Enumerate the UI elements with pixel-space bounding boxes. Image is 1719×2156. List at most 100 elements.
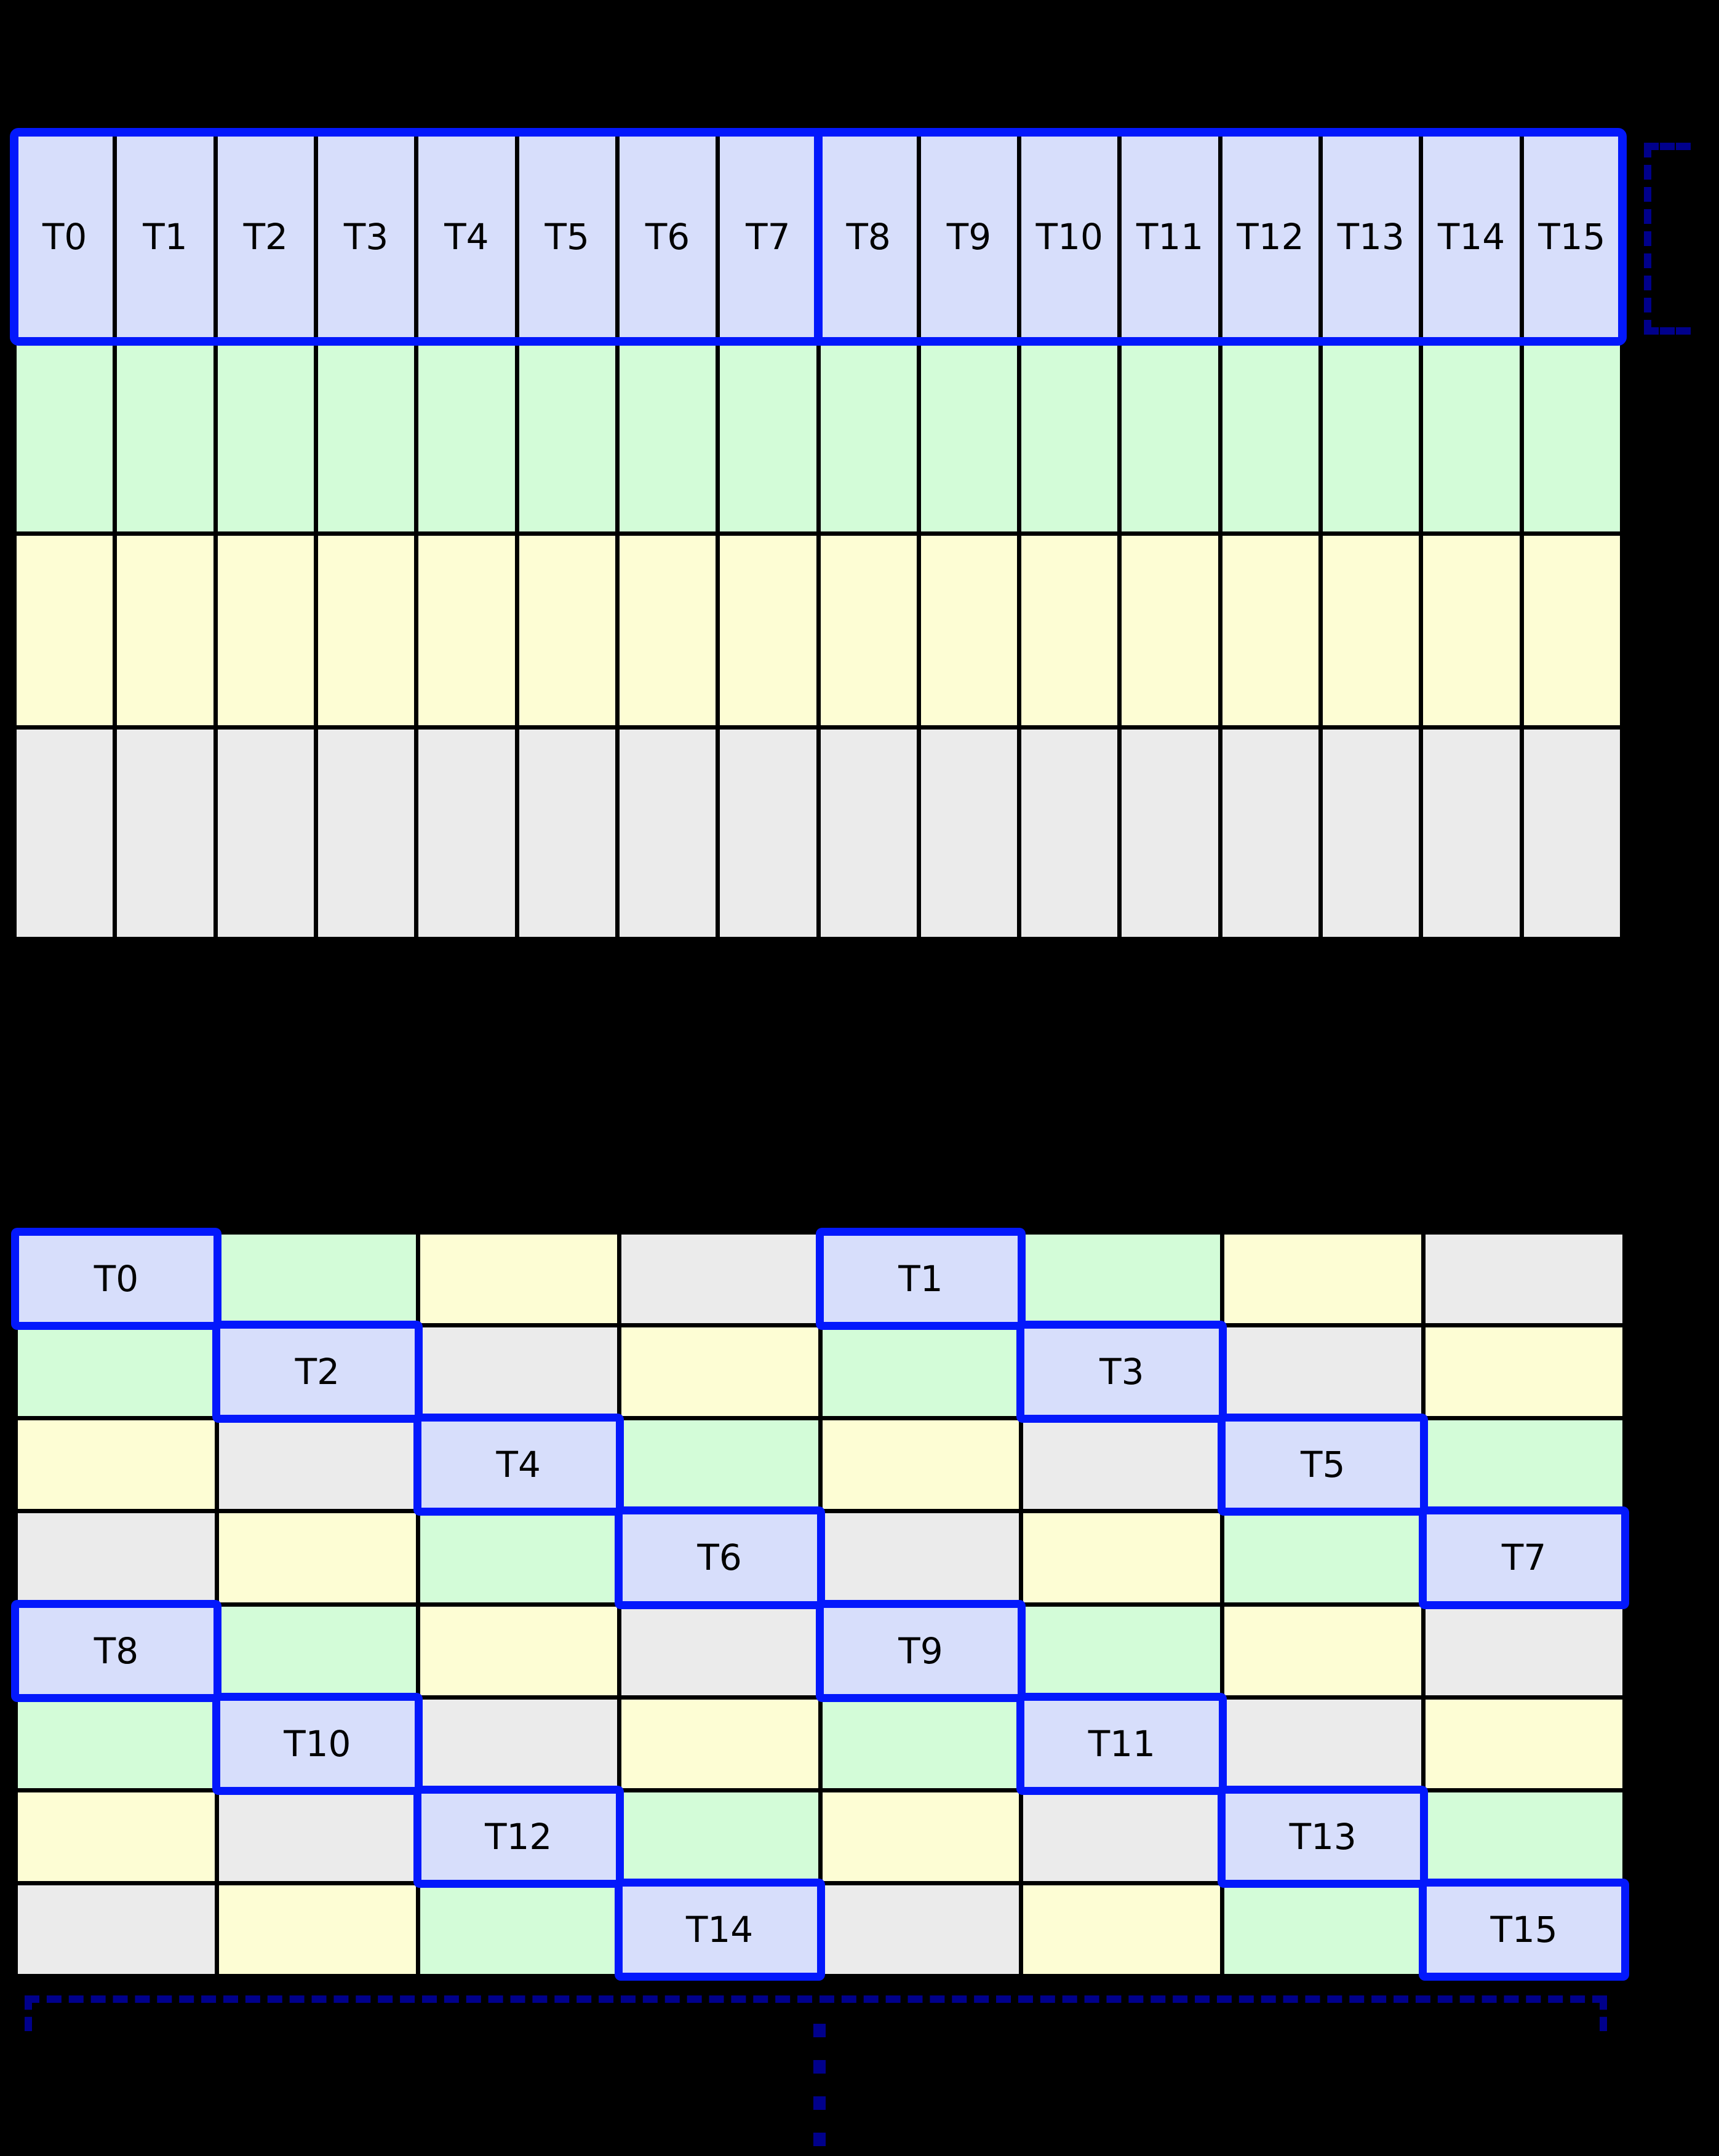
row-major-grid: T0 T1 T2 T3 T4 T5 T6 T7 T8 T9 T10 T11 T12 T13 T14 T15 [12,130,1624,941]
thread-label: T6 [645,216,690,258]
memory-cell [117,730,213,937]
memory-cell [519,343,615,531]
thread-cell-t11: T11 [1016,1692,1227,1795]
memory-cell [18,1699,215,1788]
memory-cell [420,1699,617,1788]
thread-cell-t3: T3 [1016,1321,1227,1423]
memory-cell [1426,1327,1622,1417]
memory-cell [1222,730,1319,937]
memory-cell [1323,536,1419,725]
thread-label: T10 [284,1722,351,1765]
memory-cell [822,1327,1019,1417]
thread-label: T10 [1035,216,1103,258]
thread-label: T6 [697,1537,742,1579]
thread-label: T13 [1337,216,1405,258]
memory-cell [1323,343,1419,531]
thread-cell-t1: T1 [117,135,213,339]
thread-label: T9 [898,1629,943,1672]
memory-cell [1426,1699,1622,1788]
thread-label: T4 [496,1444,541,1486]
thread-cell-t12: T12 [413,1785,624,1888]
thread-cell-t5: T5 [519,135,615,339]
memory-cell [1222,536,1319,725]
memory-cell [1222,343,1319,531]
memory-cell [1423,343,1520,531]
memory-cell [621,1420,818,1510]
memory-cell [18,1327,215,1417]
thread-label: T0 [94,1258,139,1300]
thread-label: T7 [1501,1537,1547,1579]
thread-cell-t10: T10 [212,1692,423,1795]
thread-label: T5 [1301,1444,1346,1486]
memory-cell [18,1513,215,1602]
thread-label: T12 [485,1815,552,1858]
memory-cell [1021,343,1118,531]
memory-cell [1423,730,1520,937]
thread-label: T11 [1136,216,1204,258]
memory-cell [17,343,113,531]
thread-label: T3 [343,216,389,258]
thread-cell-t1: T1 [815,1227,1026,1331]
memory-cell [1323,730,1419,937]
thread-cell-t15: T15 [1523,135,1620,339]
ellipsis-dot [813,2133,826,2146]
memory-cell [1021,536,1118,725]
memory-cell [720,536,816,725]
memory-cell [218,1235,416,1324]
thread-label: T0 [42,216,87,258]
thread-label: T8 [846,216,891,258]
memory-cell [920,536,1018,725]
memory-cell [619,536,716,725]
thread-label: T2 [243,216,288,258]
memory-cell [1224,1606,1422,1695]
memory-cell [1426,1235,1622,1324]
memory-cell [420,1235,617,1324]
memory-cell [1023,1885,1221,1974]
memory-cell [1122,536,1218,725]
memory-cell [1224,1235,1422,1324]
thread-label: T2 [295,1351,340,1393]
memory-cell [217,536,314,725]
memory-cell [822,1699,1019,1788]
memory-cell [820,730,917,937]
memory-cell [1523,343,1620,531]
ellipsis-dot [813,2096,826,2110]
memory-cell [1423,536,1520,725]
memory-cell [1023,1792,1221,1881]
thread-row-bracket [1644,143,1691,335]
memory-cell [820,343,917,531]
memory-cell [822,1513,1019,1602]
strided-access-grid: T0 T1 T2 T3 T4 T5 T6 T7 T8 T9 T10 T11 T12 T13 T14 T15 [11,1227,1629,1981]
thread-cell-t6: T6 [614,1506,825,1609]
memory-cell [1523,536,1620,725]
thread-cell-t2: T2 [217,135,314,339]
memory-cell [1023,1420,1221,1510]
memory-cell [418,343,515,531]
memory-cell [17,536,113,725]
memory-cell [621,1699,818,1788]
thread-label: T1 [143,216,188,258]
memory-cell [1021,730,1118,937]
memory-cell [217,730,314,937]
memory-cell [1023,1606,1221,1695]
memory-cell [1426,1792,1622,1881]
thread-cell-t0: T0 [17,135,113,339]
thread-label: T14 [1437,216,1506,258]
memory-cell [18,1885,215,1974]
memory-cell [1023,1513,1221,1602]
thread-cell-t12: T12 [1222,135,1319,339]
memory-cell [619,343,716,531]
thread-label: T15 [1538,216,1606,258]
thread-cell-t6: T6 [619,135,716,339]
memory-cell [1523,730,1620,937]
memory-cell [18,1792,215,1881]
thread-label: T9 [946,216,992,258]
memory-cell [420,1327,617,1417]
memory-cell [720,730,816,937]
thread-cell-t14: T14 [614,1878,825,1981]
ellipsis-dot [813,2060,826,2074]
memory-cell [1023,1235,1221,1324]
thread-label: T7 [746,216,791,258]
memory-cell [619,730,716,937]
memory-cell [1426,1420,1622,1510]
